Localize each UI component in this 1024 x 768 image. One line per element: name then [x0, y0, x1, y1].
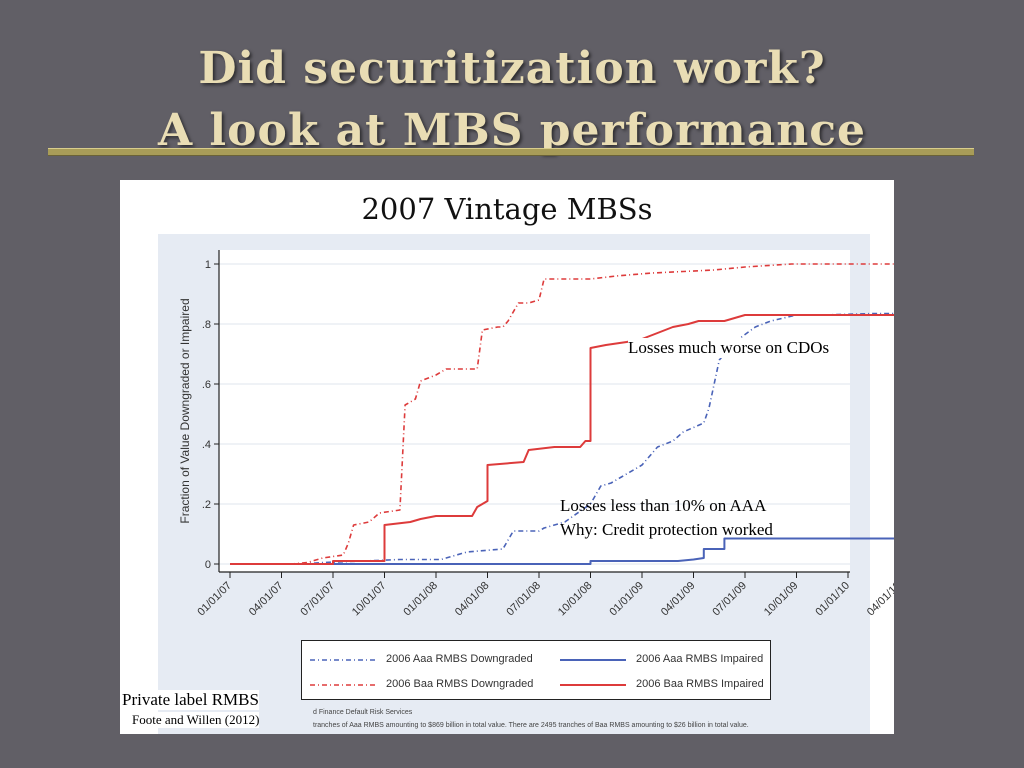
- legend-label: 2006 Baa RMBS Impaired: [636, 678, 764, 690]
- legend-swatch: [310, 684, 376, 686]
- slide-title-line1: Did securitization work?: [198, 43, 826, 94]
- legend-swatch: [560, 659, 626, 661]
- legend-label: 2006 Aaa RMBS Downgraded: [386, 653, 533, 665]
- series-line-0: [230, 312, 894, 565]
- citation-note: Foote and Willen (2012): [132, 712, 260, 728]
- aaa-annotation-line1: Losses less than 10% on AAA: [560, 496, 767, 515]
- x-tick-label: 01/01/10: [813, 580, 852, 619]
- x-tick-label: 04/01/08: [453, 580, 492, 619]
- legend-swatch: [560, 684, 626, 686]
- slide-title: Did securitization work? A look at MBS p…: [0, 38, 1024, 162]
- y-tick-label: 0: [205, 559, 211, 571]
- y-tick-label: .2: [202, 499, 211, 511]
- series-line-1: [230, 537, 894, 565]
- legend-swatch: [310, 659, 376, 661]
- chart-title: 2007 Vintage MBSs: [361, 192, 653, 226]
- slide-title-line2: A look at MBS performance: [157, 105, 867, 156]
- chart-legend: 2006 Aaa RMBS Downgraded 2006 Aaa RMBS I…: [301, 640, 771, 700]
- series-line-2: [230, 263, 894, 565]
- x-tick-label: 07/01/08: [504, 580, 543, 619]
- legend-label: 2006 Aaa RMBS Impaired: [636, 653, 764, 665]
- aaa-annotation-line2: Why: Credit protection worked: [560, 520, 773, 539]
- y-tick-label: .6: [202, 379, 211, 391]
- source-note-line2: tranches of Aaa RMBS amounting to $869 b…: [313, 722, 749, 729]
- chart-figure: 2007 Vintage MBSs 0 .2 .4 .6 .8 1 01/01/07 04/0…: [120, 180, 894, 734]
- plot-area: [219, 250, 850, 572]
- y-tick-label: .8: [202, 319, 211, 331]
- line-chart: 0 .2 .4 .6 .8 1 01/01/07 04/01/07 07/01/07 10/01/…: [178, 250, 894, 619]
- x-tick-label: 04/01/09: [659, 580, 698, 619]
- x-tick-label: 01/01/09: [607, 580, 646, 619]
- x-tick-label: 04/01/07: [247, 580, 286, 619]
- cdo-annotation: Losses much worse on CDOs: [628, 338, 830, 358]
- aaa-annotation: Losses less than 10% on AAA Why: Credit …: [560, 494, 773, 542]
- y-tick-label: 1: [205, 259, 211, 271]
- y-tick-label: .4: [202, 439, 211, 451]
- series-line-3: [230, 314, 894, 565]
- source-note-line1: d Finance Default Risk Services: [313, 709, 413, 716]
- y-axis-label: Fraction of Value Downgraded or Impaired: [178, 298, 192, 523]
- x-tick-label: 01/01/08: [401, 580, 440, 619]
- private-label-note: Private label RMBS: [122, 690, 259, 710]
- x-tick-label: 07/01/07: [298, 580, 337, 619]
- x-tick-label: 10/01/07: [350, 580, 389, 619]
- x-tick-label: 10/01/09: [762, 580, 801, 619]
- x-tick-label: 07/01/09: [710, 580, 749, 619]
- x-tick-label: 01/01/07: [195, 580, 234, 619]
- x-tick-label: 10/01/08: [556, 580, 595, 619]
- title-underline: [48, 148, 974, 156]
- x-tick-label: 04/01/10: [865, 580, 894, 619]
- legend-label: 2006 Baa RMBS Downgraded: [386, 678, 534, 690]
